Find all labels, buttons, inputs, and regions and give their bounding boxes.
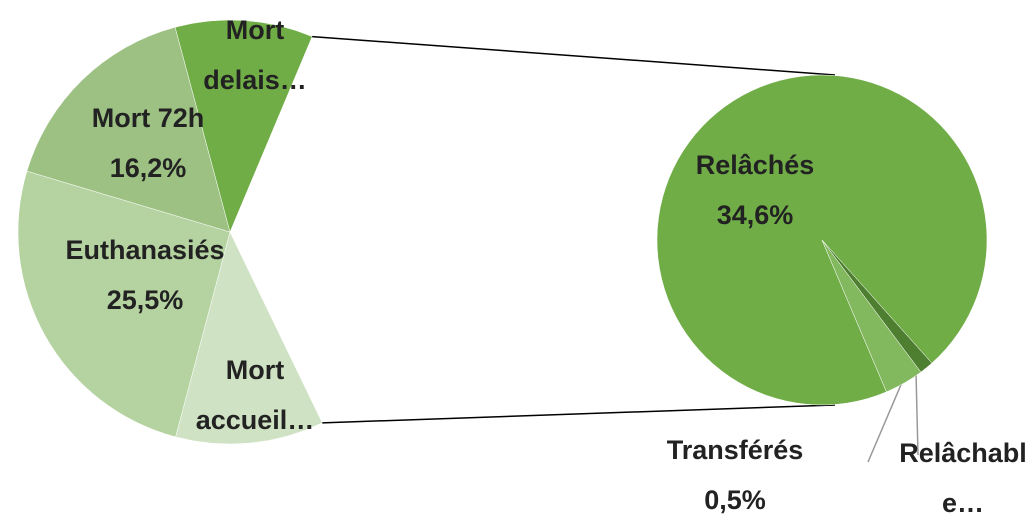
pie-slice (821, 239, 922, 393)
pie-slice (26, 26, 231, 233)
value-label: 25,5% (106, 285, 184, 315)
slice-label: Relâchable… (895, 428, 1031, 524)
leader-line (915, 371, 919, 456)
value-label: 16,2% (109, 153, 187, 183)
value-label: 0,5% (704, 485, 766, 515)
category-label: Transférés (666, 435, 804, 465)
category-label: Mort 72h (91, 103, 205, 133)
category-label: Relâchable… (899, 438, 1027, 518)
slice-label: Mort 72h 16,2% (58, 93, 238, 193)
category-label: Relâchés (695, 150, 815, 180)
connector-line (322, 404, 836, 424)
pie-slice (17, 170, 231, 438)
slice-label: Mort accueil… (180, 345, 330, 445)
category-label: Euthanasiés (65, 235, 225, 265)
slice-label: Relâchés 34,6% (665, 140, 845, 240)
pie-slice (174, 19, 313, 233)
slice-label: Euthanasiés 25,5% (55, 225, 235, 325)
slice-label: Mort delais… (195, 5, 315, 105)
slice-label: Transférés 0,5% (645, 425, 825, 524)
category-label: Mort delais… (203, 15, 307, 95)
pie-slice (175, 231, 323, 445)
value-label: 34,6% (716, 200, 794, 230)
leader-line (867, 379, 904, 463)
connector-line (312, 35, 836, 76)
category-label: Mort accueil… (195, 355, 315, 435)
